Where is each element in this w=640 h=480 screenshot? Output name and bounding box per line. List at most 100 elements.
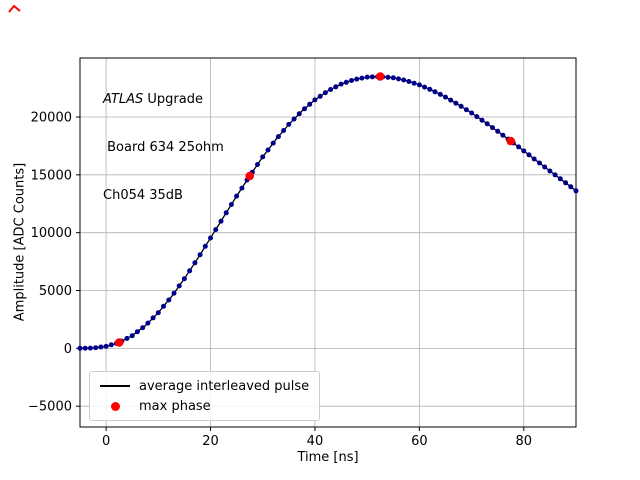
pulse-marker [469,110,475,116]
pulse-marker [495,128,501,134]
pulse-marker [307,101,313,107]
pulse-marker [563,180,569,186]
pulse-marker [223,210,229,216]
pulse-marker [255,162,260,167]
pulse-marker [103,343,109,349]
line-sample-icon [100,385,130,387]
legend-label: max phase [139,398,211,414]
x-tick-label: 0 [102,434,110,449]
x-axis-label: Time [ns] [297,450,359,465]
pulse-marker [192,260,198,266]
legend-entry-max-phase: max phase [100,396,309,416]
pulse-marker [155,310,161,316]
pulse-marker [516,144,522,150]
pulse-marker [197,252,203,258]
pulse-marker [437,91,443,97]
pulse-marker [526,152,532,158]
annotation-brand-rest: Upgrade [143,92,203,107]
pulse-marker [390,75,396,81]
pulse-marker [208,235,213,241]
y-axis-label: Amplitude [ADC Counts] [12,162,28,322]
dot-sample-icon [110,401,120,411]
pulse-marker [401,77,407,83]
pulse-marker [542,164,548,170]
pulse-marker [176,283,182,289]
pulse-marker [234,193,240,199]
pulse-marker [385,74,391,80]
pulse-marker [521,148,527,154]
legend-dot-swatch [100,401,130,411]
pulse-marker [82,345,88,351]
pulse-marker [134,329,140,335]
pulse-marker [87,345,93,351]
pulse-marker [443,94,448,100]
pulse-marker [552,172,558,178]
pulse-marker [328,87,334,92]
pulse-marker [171,290,177,296]
pulse-marker [218,218,224,224]
pulse-marker [161,303,166,309]
max-phase-marker [375,72,385,81]
pulse-marker [364,74,370,80]
legend: average interleaved pulse max phase [89,371,321,421]
pulse-marker [129,333,135,339]
max-phase-marker [245,171,254,181]
pulse-marker [202,243,208,249]
pulse-marker [260,154,266,160]
pulse-marker [150,315,156,321]
pulse-marker [484,121,490,127]
pulse-marker [490,125,495,131]
pulse-marker [270,140,276,146]
pulse-marker [369,74,375,80]
pulse-marker [213,227,219,233]
pulse-marker [181,276,187,282]
pulse-marker [354,76,360,82]
pulse-marker [291,116,297,122]
pulse-marker [166,297,172,303]
x-tick-label: 80 [516,434,533,449]
legend-line-swatch [100,385,130,387]
y-tick-label: 10000 [31,226,72,241]
y-tick-label: 20000 [31,110,72,125]
pulse-marker [416,82,422,88]
pulse-marker [547,168,553,174]
pulse-marker [145,320,151,326]
max-phase-marker [114,338,124,347]
pulse-marker [343,79,349,85]
pulse-marker [458,103,464,109]
pulse-marker [108,342,114,348]
pulse-marker [239,185,245,191]
pulse-marker [568,184,574,190]
pulse-marker [312,97,318,103]
pulse-marker [537,160,542,166]
pulse-marker [140,325,146,331]
pulse-marker [427,86,433,92]
x-tick-label: 60 [411,434,428,449]
pulse-marker [359,75,365,81]
pulse-marker [406,79,412,84]
pulse-marker [317,93,323,99]
pulse-marker [453,100,459,106]
legend-label: average interleaved pulse [139,378,310,394]
plot-annotation: ATLAS Upgrade Board 634 25ohm Ch054 35dB [103,60,224,236]
pulse-marker [500,132,506,138]
pulse-marker [349,78,354,83]
y-tick-label: 0 [64,342,72,357]
pulse-marker [448,97,454,103]
pulse-marker [411,80,417,86]
pulse-marker [338,81,344,87]
annotation-brand: ATLAS [103,92,144,107]
pulse-marker [463,107,469,113]
pulse-marker [281,128,287,133]
annotation-line-3: Ch054 35dB [103,188,183,203]
pulse-marker [275,134,281,140]
pulse-marker [474,114,480,120]
pulse-marker [333,84,339,90]
pulse-marker [573,188,579,194]
y-tick-label: −5000 [28,400,72,415]
pulse-marker [124,335,130,341]
pulse-marker [187,268,193,274]
x-tick-label: 40 [307,434,324,449]
pulse-marker [286,121,292,127]
